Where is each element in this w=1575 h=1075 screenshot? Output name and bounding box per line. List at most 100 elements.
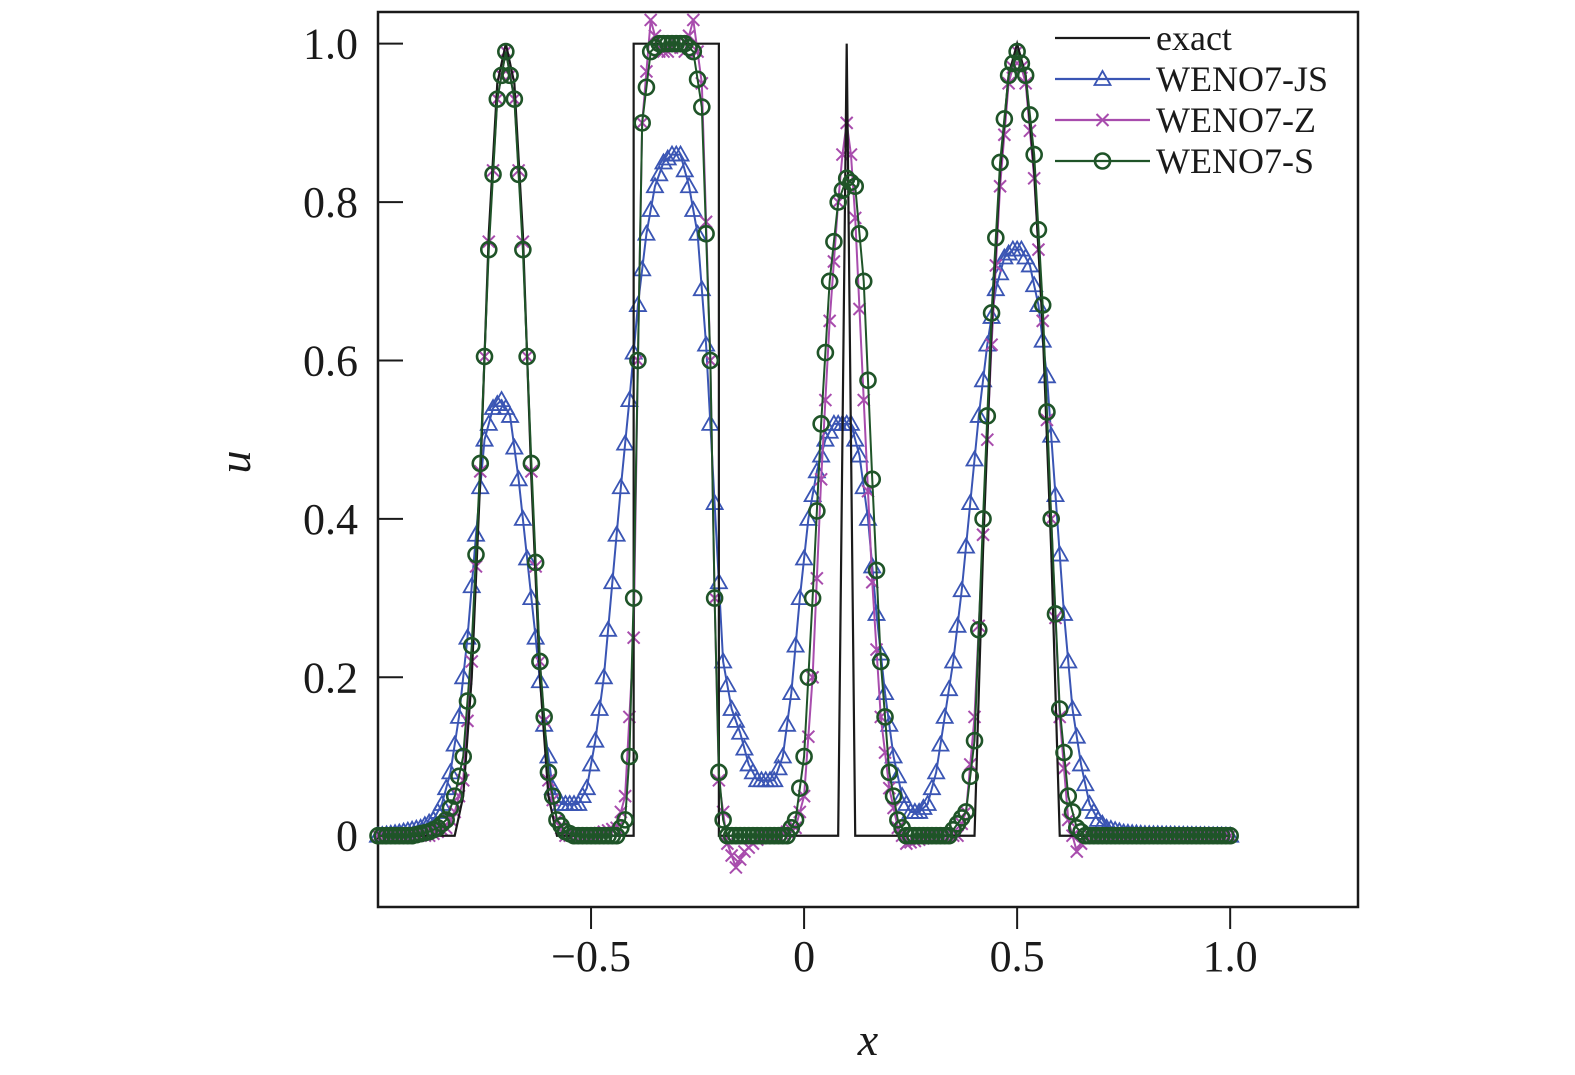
- data-point-weno7-js: [1071, 754, 1091, 772]
- data-point-weno7-s: [705, 589, 724, 607]
- data-point-weno7-s: [786, 811, 805, 829]
- data-point-weno7-js: [803, 485, 823, 503]
- data-point-weno7-js: [688, 223, 708, 241]
- data-point-weno7-z: [963, 757, 977, 772]
- data-point-weno7-js: [918, 794, 938, 811]
- y-tick-label: 0.2: [303, 653, 358, 702]
- legend-label-weno7-js: WENO7-JS: [1156, 59, 1328, 99]
- data-point-weno7-js: [964, 449, 985, 467]
- data-point-weno7-s: [991, 153, 1009, 172]
- data-point-weno7-js: [607, 524, 627, 542]
- data-point-weno7-z: [1070, 844, 1084, 859]
- data-point-weno7-js: [764, 770, 784, 788]
- data-point-weno7-js: [1058, 651, 1078, 669]
- y-axis-title: u: [209, 451, 260, 474]
- data-point-weno7-js: [926, 762, 946, 780]
- data-point-weno7-s: [462, 636, 481, 655]
- data-point-weno7-s: [850, 224, 869, 243]
- data-point-weno7-s: [1055, 743, 1073, 762]
- data-point-weno7-z: [822, 314, 837, 328]
- data-point-weno7-s: [637, 78, 656, 97]
- data-point-weno7-js: [513, 509, 533, 526]
- data-point-weno7-s: [982, 304, 1001, 322]
- data-point-weno7-s: [467, 545, 485, 564]
- data-point-weno7-s: [871, 652, 890, 671]
- data-point-weno7-js: [500, 406, 520, 423]
- x-axis: −0.5 0 0.5 1.0: [551, 907, 1258, 981]
- data-point-weno7-s: [697, 224, 715, 243]
- series-weno7-s: [369, 34, 1239, 845]
- data-point-weno7-js: [956, 536, 976, 554]
- data-point-weno7-z: [682, 29, 696, 43]
- data-point-weno7-s: [880, 763, 899, 782]
- data-point-weno7-js: [611, 477, 631, 495]
- data-point-weno7-s: [846, 177, 865, 196]
- data-point-weno7-s: [803, 589, 822, 607]
- data-point-weno7-js: [794, 548, 814, 566]
- data-point-weno7-js: [768, 758, 789, 776]
- data-point-weno7-s: [1029, 221, 1048, 239]
- data-point-weno7-s: [680, 38, 698, 57]
- data-point-weno7-js: [1088, 810, 1108, 827]
- data-point-weno7-s: [795, 747, 813, 766]
- data-point-weno7-js: [858, 509, 878, 526]
- data-point-weno7-s: [616, 811, 634, 829]
- data-point-weno7-s: [829, 193, 847, 211]
- data-point-weno7-js: [590, 699, 610, 716]
- data-point-weno7-s: [488, 90, 507, 108]
- data-point-weno7-z: [639, 64, 654, 79]
- data-point-weno7-s: [1008, 42, 1026, 61]
- data-point-weno7-z: [460, 714, 475, 728]
- data-point-weno7-s: [820, 272, 839, 291]
- x-tick-label: 0.5: [990, 932, 1045, 981]
- data-point-weno7-js: [1067, 726, 1087, 744]
- data-point-weno7-s: [441, 799, 460, 817]
- data-point-weno7-js: [1045, 485, 1066, 503]
- data-point-weno7-js: [866, 604, 887, 621]
- data-point-weno7-js: [483, 398, 503, 415]
- y-tick-label: 0.8: [303, 178, 358, 227]
- data-point-weno7-js: [773, 746, 793, 764]
- data-point-weno7-js: [781, 683, 801, 701]
- data-point-weno7-z: [814, 472, 828, 487]
- legend-label-weno7-z: WENO7-Z: [1156, 100, 1316, 140]
- data-point-weno7-s: [624, 589, 643, 607]
- data-point-weno7-js: [1037, 366, 1057, 384]
- data-point-weno7-z: [827, 254, 841, 269]
- data-point-weno7-js: [453, 667, 473, 685]
- data-point-weno7-s: [1012, 54, 1031, 73]
- data-point-weno7-js: [947, 616, 968, 633]
- data-point-weno7-js: [602, 572, 622, 590]
- data-point-weno7-s: [1046, 605, 1065, 623]
- data-point-weno7-s: [1059, 787, 1078, 805]
- data-point-weno7-s: [867, 561, 886, 580]
- data-point-weno7-js: [653, 152, 674, 170]
- data-point-weno7-js: [913, 798, 933, 815]
- data-point-weno7-js: [577, 778, 597, 796]
- data-point-weno7-s: [854, 272, 873, 291]
- data-point-weno7-js: [568, 794, 588, 811]
- data-point-weno7-js: [922, 778, 942, 796]
- data-point-weno7-z: [648, 29, 662, 43]
- data-point-weno7-js: [479, 414, 499, 431]
- data-point-weno7-js: [875, 683, 895, 701]
- y-tick-label: 1.0: [303, 20, 358, 69]
- data-point-weno7-s: [620, 747, 639, 766]
- data-point-weno7-s: [1042, 510, 1061, 528]
- data-point-weno7-js: [986, 279, 1006, 297]
- legend-label-weno7-s: WENO7-S: [1156, 141, 1314, 181]
- data-point-weno7-js: [888, 766, 908, 784]
- legend-marker-weno7-js: [1092, 69, 1113, 86]
- data-point-weno7-z: [733, 852, 747, 867]
- data-point-weno7-s: [701, 351, 720, 370]
- data-point-weno7-s: [876, 708, 894, 726]
- data-point-weno7-s: [816, 343, 835, 362]
- series-line-exact: [378, 39, 1231, 837]
- data-point-weno7-js: [598, 619, 618, 637]
- data-point-weno7-s: [1063, 803, 1082, 821]
- data-point-weno7-s: [799, 668, 818, 687]
- data-point-weno7-js: [641, 200, 661, 217]
- data-point-weno7-z: [724, 848, 739, 863]
